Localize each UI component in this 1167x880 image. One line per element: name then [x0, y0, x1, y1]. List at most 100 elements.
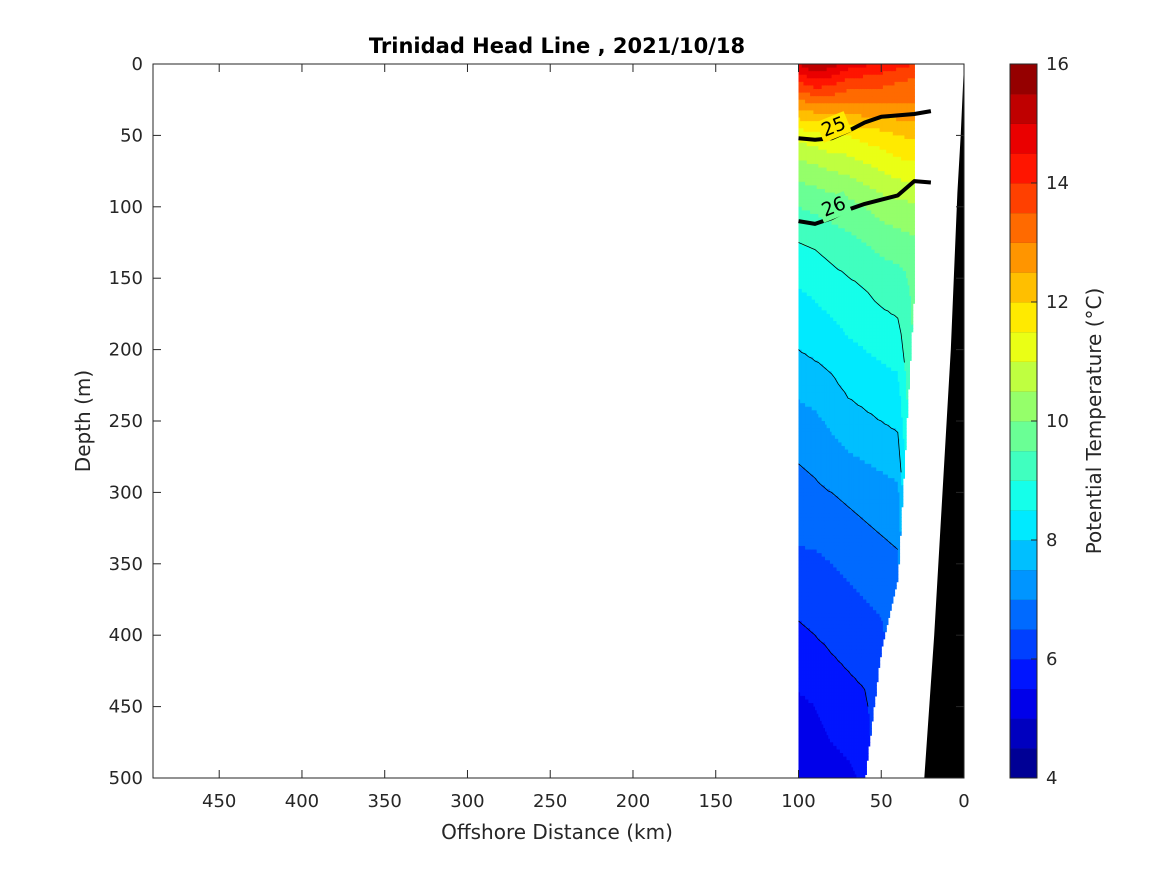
temperature-cell [806, 424, 810, 429]
temperature-cell [816, 160, 819, 165]
temperature-cell [816, 396, 819, 401]
temperature-cell [828, 610, 831, 615]
temperature-cell [828, 735, 831, 740]
temperature-cell [810, 106, 813, 112]
temperature-cell [823, 503, 826, 508]
temperature-cell [823, 192, 826, 197]
temperature-cell [820, 678, 823, 683]
temperature-cell [820, 553, 823, 558]
temperature-cell [798, 774, 801, 778]
temperature-cell [821, 317, 824, 322]
temperature-cell [828, 670, 831, 676]
temperature-cell [815, 428, 818, 433]
temperature-cell [824, 349, 828, 354]
temperature-cell [815, 720, 818, 726]
temperature-cell [824, 553, 828, 558]
temperature-cell [818, 292, 821, 297]
temperature-cell [805, 638, 808, 643]
temperature-cell [818, 296, 821, 301]
temperature-cell [816, 738, 819, 743]
temperature-cell [820, 570, 823, 576]
temperature-cell [823, 681, 826, 686]
temperature-cell [801, 313, 805, 319]
temperature-cell [803, 331, 806, 336]
temperature-cell [811, 224, 814, 229]
temperature-cell [816, 213, 819, 219]
temperature-cell [808, 353, 811, 358]
temperature-cell [798, 321, 801, 326]
temperature-cell [823, 224, 826, 229]
temperature-cell [805, 335, 808, 340]
temperature-cell [813, 292, 816, 297]
temperature-cell [806, 695, 810, 701]
temperature-cell [798, 213, 801, 219]
temperature-cell [815, 224, 818, 229]
temperature-cell [818, 288, 821, 294]
temperature-cell [815, 435, 818, 440]
temperature-cell [824, 478, 828, 483]
temperature-cell [826, 335, 829, 340]
temperature-cell [800, 699, 803, 704]
temperature-cell [798, 74, 801, 79]
temperature-cell [811, 763, 814, 768]
temperature-cell [818, 756, 821, 761]
temperature-cell [824, 631, 828, 636]
temperature-cell [811, 617, 814, 622]
temperature-cell [826, 642, 829, 647]
temperature-cell [815, 681, 818, 686]
temperature-cell [824, 238, 828, 244]
temperature-cell [823, 260, 826, 265]
temperature-cell [821, 467, 824, 472]
temperature-cell [810, 146, 813, 151]
temperature-cell [808, 371, 811, 376]
temperature-cell [816, 292, 819, 297]
temperature-cell [826, 153, 829, 158]
temperature-cell [818, 603, 821, 608]
temperature-cell [805, 288, 808, 294]
temperature-cell [806, 181, 810, 186]
temperature-cell [798, 470, 801, 476]
temperature-cell [808, 131, 811, 136]
temperature-cell [818, 88, 821, 94]
temperature-cell [816, 388, 819, 394]
temperature-cell [813, 163, 816, 169]
temperature-cell [811, 542, 814, 547]
temperature-cell [820, 717, 823, 722]
temperature-cell [810, 445, 813, 451]
temperature-cell [823, 478, 826, 483]
temperature-cell [813, 660, 816, 665]
temperature-cell [810, 653, 813, 658]
temperature-cell [803, 292, 806, 297]
temperature-cell [803, 281, 806, 286]
temperature-cell [824, 642, 828, 647]
temperature-cell [810, 660, 813, 665]
temperature-cell [828, 692, 831, 697]
temperature-cell [803, 253, 806, 258]
temperature-cell [813, 121, 816, 126]
temperature-cell [808, 578, 811, 583]
temperature-cell [820, 181, 823, 186]
temperature-cell [816, 278, 819, 283]
temperature-cell [823, 228, 826, 233]
temperature-cell [824, 753, 828, 758]
temperature-cell [805, 581, 808, 586]
temperature-cell [818, 560, 821, 565]
temperature-cell [798, 356, 801, 361]
temperature-cell [805, 210, 808, 215]
temperature-cell [805, 256, 808, 261]
temperature-cell [811, 513, 814, 518]
temperature-cell [801, 481, 805, 486]
temperature-cell [820, 660, 823, 665]
temperature-cell [810, 224, 813, 229]
temperature-cell [828, 445, 831, 451]
temperature-cell [805, 610, 808, 615]
temperature-cell [824, 524, 828, 529]
temperature-cell [808, 753, 811, 758]
temperature-cell [803, 113, 806, 119]
temperature-cell [810, 456, 813, 461]
temperature-cell [828, 638, 831, 643]
temperature-cell [815, 488, 818, 493]
temperature-cell [813, 167, 816, 172]
temperature-cell [810, 606, 813, 611]
temperature-cell [801, 278, 805, 283]
